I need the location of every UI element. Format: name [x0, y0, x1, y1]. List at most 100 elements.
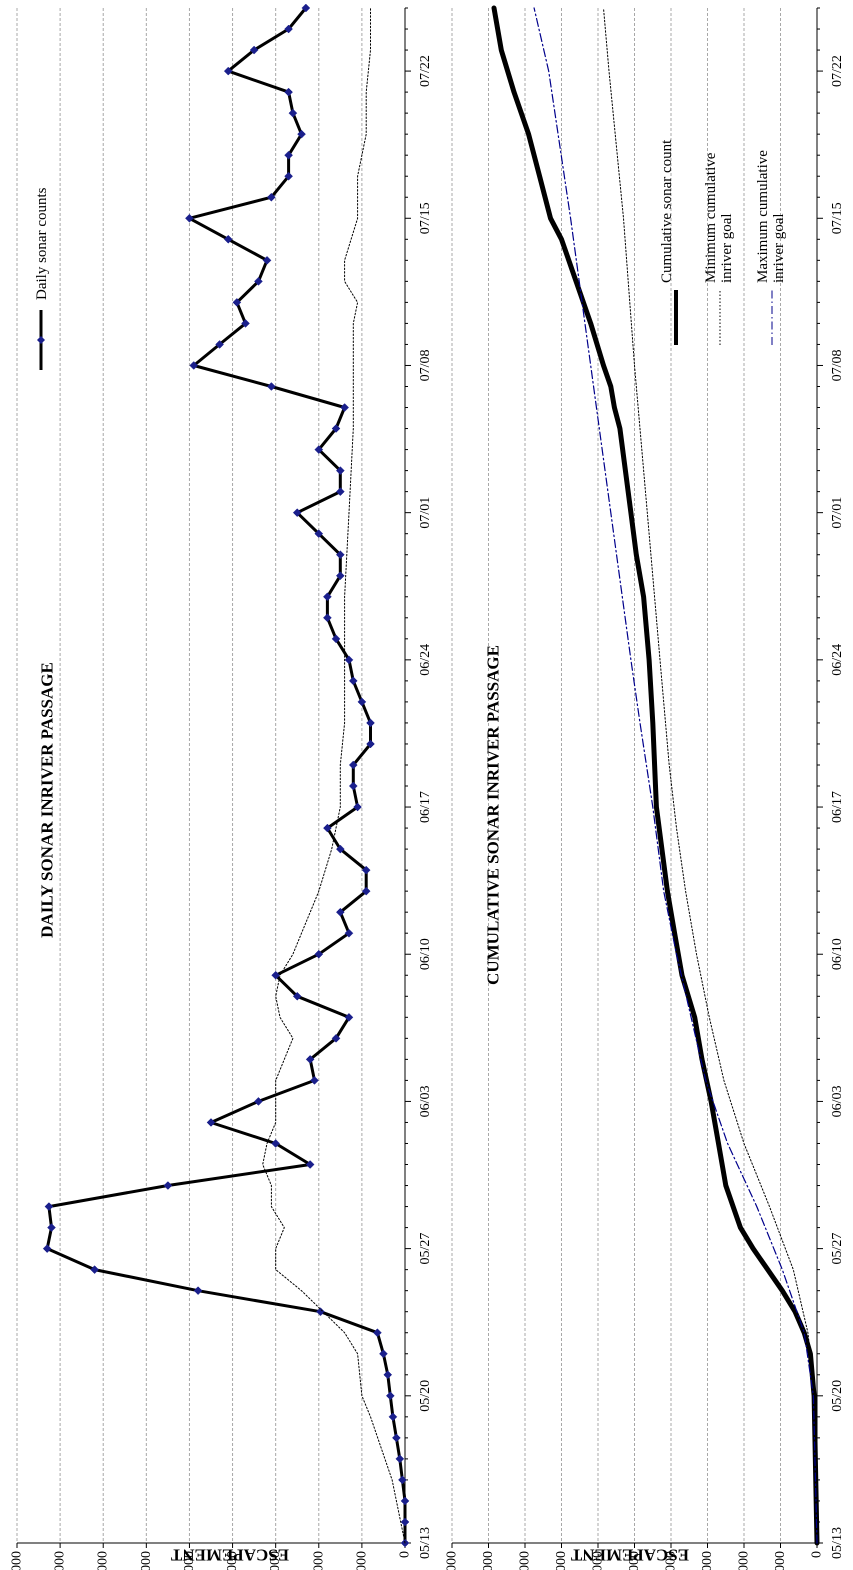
data-point-marker — [301, 3, 311, 13]
cumulative-passage-chart: 0 100,000 200,000 300,000 400,000 500,000 600,… — [445, 5, 845, 1570]
date-tick-label: 07/08 — [830, 350, 845, 382]
data-point-marker — [398, 1475, 407, 1485]
data-point-marker — [42, 1244, 52, 1253]
data-point-marker — [353, 802, 362, 812]
series-line-cumulative-sonar-count — [491, 5, 820, 1546]
series-line-minimum-cumulative-inriver-goal — [603, 7, 818, 1544]
data-point-marker — [340, 403, 349, 412]
data-point-marker — [44, 1202, 54, 1211]
value-tick-label: 0 — [398, 1551, 413, 1558]
date-tick-label: 05/13 — [830, 1527, 845, 1559]
value-tick-label: 25,000 — [182, 1551, 197, 1570]
data-point-marker — [373, 1328, 382, 1338]
value-tick-label: 30,000 — [139, 1551, 154, 1570]
value-tick-label: 15,000 — [268, 1551, 283, 1570]
data-point-marker — [323, 823, 332, 833]
data-point-marker — [366, 739, 375, 749]
date-tick-label: 05/20 — [418, 1380, 433, 1412]
value-tick-label: 1,000,000 — [445, 1551, 460, 1570]
data-point-marker — [383, 1370, 393, 1380]
date-tick-label: 05/27 — [830, 1233, 845, 1265]
data-point-marker — [400, 1517, 410, 1527]
data-point-marker — [385, 1391, 395, 1401]
legend-label: Minimum cumulativeinriver goal — [703, 152, 735, 283]
data-point-marker — [361, 865, 371, 875]
data-point-marker — [284, 87, 293, 97]
date-tick-label: 06/03 — [830, 1085, 845, 1117]
data-point-marker — [284, 150, 293, 160]
date-tick-label: 07/08 — [418, 350, 433, 382]
data-point-marker — [284, 24, 293, 34]
data-point-marker — [223, 66, 233, 76]
date-tick-label: 07/15 — [418, 202, 433, 234]
series-line-daily-sonar-counts — [45, 6, 407, 1545]
data-point-marker — [344, 655, 354, 665]
data-point-marker — [232, 298, 242, 307]
data-point-marker — [305, 1160, 315, 1169]
date-tick-label: 05/20 — [830, 1380, 845, 1412]
data-point-marker — [335, 907, 345, 917]
data-point-marker — [271, 970, 281, 980]
value-tick-label: 10,000 — [311, 1551, 326, 1570]
date-tick-label: 05/27 — [418, 1233, 433, 1265]
legend-label: Maximum cumulativeinriver goal — [755, 150, 787, 283]
date-tick-label: 05/13 — [418, 1527, 433, 1559]
data-point-marker — [193, 1286, 203, 1296]
legend-label: Cumulative sonar count — [659, 139, 675, 283]
data-point-marker — [292, 508, 302, 518]
date-tick-label: 06/17 — [830, 791, 845, 823]
data-point-marker — [314, 445, 324, 454]
data-point-marker — [335, 844, 345, 854]
data-point-marker — [335, 487, 345, 496]
data-point-marker — [348, 676, 358, 686]
series-line-unnamed-1 — [262, 7, 406, 1544]
data-point-marker — [267, 192, 276, 202]
data-point-marker — [241, 319, 250, 328]
value-axis-title: ESCAPEMENT — [170, 1546, 289, 1565]
date-tick-label: 07/22 — [830, 55, 845, 87]
data-point-marker — [267, 382, 276, 391]
data-point-marker — [305, 1055, 315, 1064]
data-point-marker — [47, 1223, 56, 1232]
data-point-marker — [335, 466, 345, 475]
data-point-marker — [348, 760, 358, 770]
data-point-marker — [366, 718, 375, 728]
data-point-marker — [185, 213, 194, 223]
data-point-marker — [271, 1139, 281, 1148]
chart-title: DAILY SONAR INRIVER PASSAGE — [38, 662, 57, 938]
data-point-marker — [323, 613, 332, 623]
chart-title: CUMULATIVE SONAR INRIVER PASSAGE — [484, 645, 503, 985]
legend-label: Daily sonar counts — [34, 187, 50, 300]
data-point-marker — [392, 1433, 401, 1443]
legend-marker — [37, 336, 45, 344]
value-tick-label: 900,000 — [481, 1551, 496, 1570]
data-point-marker — [288, 108, 298, 118]
data-point-marker — [310, 1076, 319, 1085]
data-point-marker — [335, 571, 345, 581]
data-point-marker — [223, 234, 233, 244]
data-point-marker — [323, 592, 332, 602]
data-point-marker — [262, 255, 272, 265]
value-tick-label: 20,000 — [225, 1551, 240, 1570]
value-tick-label: 600,000 — [591, 1551, 606, 1570]
data-point-marker — [361, 886, 371, 896]
data-point-marker — [357, 697, 367, 707]
series-line-maximum-cumulative-inriver-goal — [533, 7, 818, 1544]
data-point-marker — [348, 781, 358, 791]
value-tick-label: 45,000 — [10, 1551, 25, 1570]
data-point-marker — [331, 1033, 341, 1043]
data-point-marker — [344, 928, 354, 938]
date-tick-label: 06/03 — [418, 1085, 433, 1117]
data-point-marker — [388, 1412, 398, 1422]
value-tick-label: 300,000 — [700, 1551, 715, 1570]
date-tick-label: 06/24 — [830, 644, 845, 676]
data-point-marker — [297, 129, 306, 139]
date-tick-label: 06/10 — [830, 938, 845, 970]
data-point-marker — [163, 1181, 173, 1190]
date-tick-label: 07/15 — [830, 202, 845, 234]
value-tick-label: 500,000 — [627, 1551, 642, 1570]
data-point-marker — [254, 277, 263, 286]
date-tick-label: 06/10 — [418, 938, 433, 970]
data-point-marker — [284, 171, 293, 181]
